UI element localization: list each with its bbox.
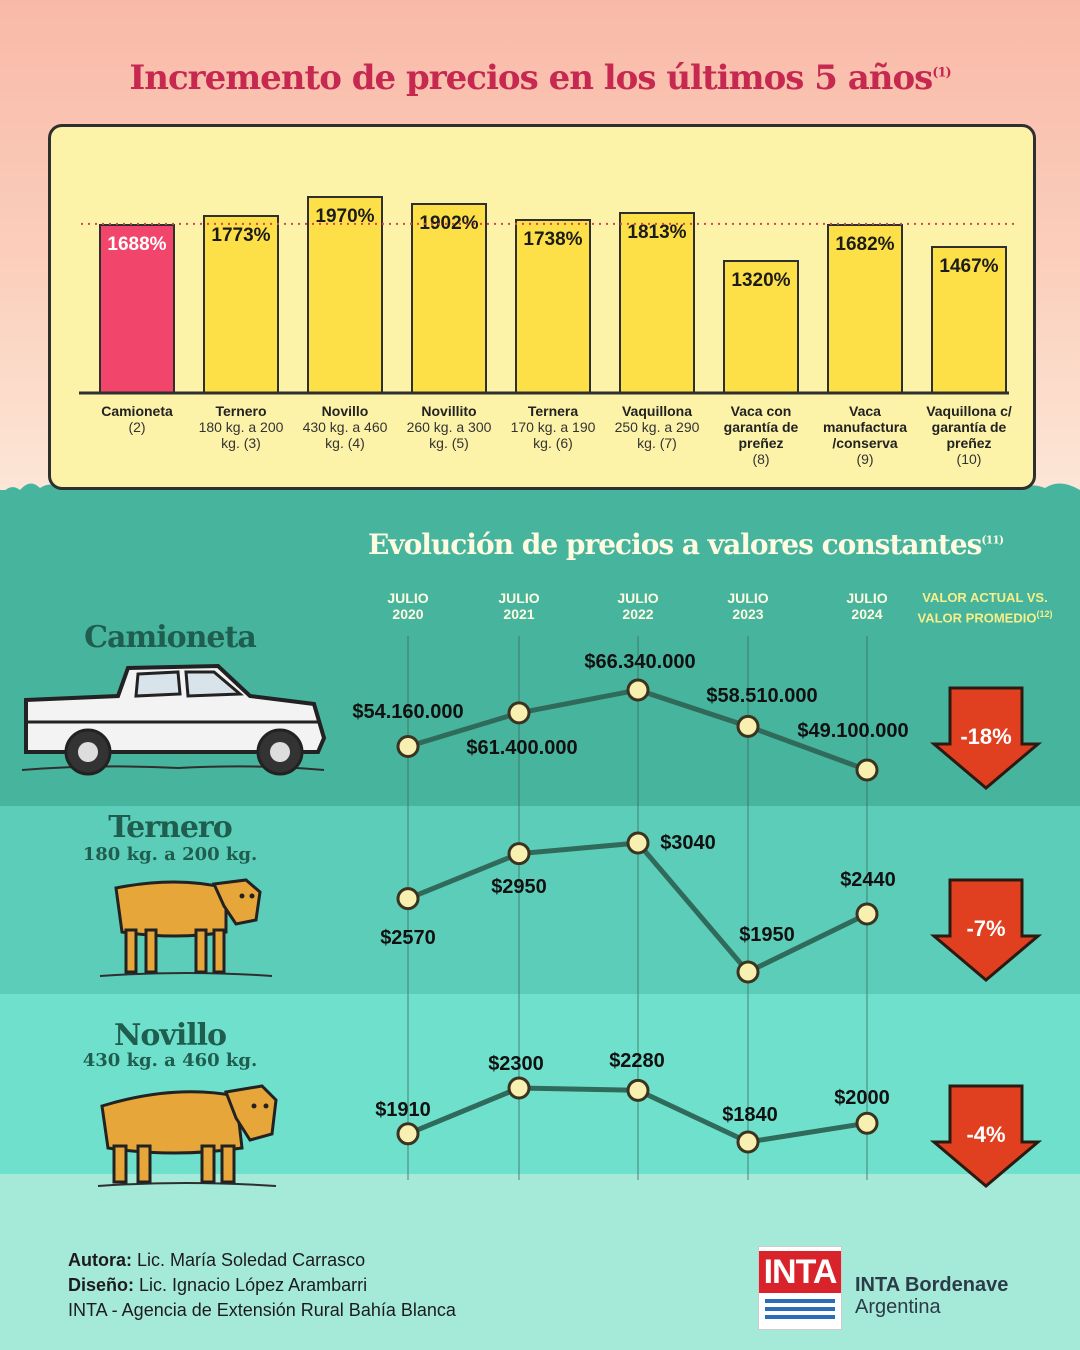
change-value: -18%: [960, 724, 1011, 749]
data-label: $1910: [375, 1099, 431, 1121]
data-label: $2950: [491, 876, 547, 898]
data-point: [396, 887, 420, 911]
series-name-ternero: Ternero: [108, 810, 233, 845]
change-value: -4%: [966, 1122, 1005, 1147]
bar-value-label: 1813%: [627, 221, 687, 243]
series-name-camioneta: Camioneta: [84, 620, 257, 655]
change-arrow: -18%: [929, 686, 1043, 790]
category-label: Vaquillona c/ garantía de preñez (10): [926, 403, 1012, 467]
data-label: $1840: [722, 1104, 778, 1126]
year-header: JULIO 2024: [846, 590, 888, 622]
data-label: $2000: [834, 1087, 890, 1109]
comparison-header: VALOR ACTUAL VS. VALOR PROMEDIO(12): [917, 590, 1053, 626]
bar-chart-panel: 1688% Camioneta (2) 1773% Ternero 180 kg. a 2…: [48, 124, 1036, 490]
data-point: [626, 831, 650, 855]
data-point: [736, 714, 760, 738]
line-chart-title: Evolución de precios a valores constante…: [368, 528, 1004, 561]
steer-illustration: [97, 1084, 278, 1187]
data-point: [507, 1076, 531, 1100]
category-label: Ternera 170 kg. a 190 kg. (6): [510, 403, 596, 451]
series-subtitle-novillo: 430 kg. a 460 kg.: [82, 1050, 258, 1071]
chart-title: Incremento de precios en los últimos 5 a…: [129, 58, 951, 98]
category-label: Novillo 430 kg. a 460 kg. (4): [302, 403, 388, 451]
category-label: Vaca con garantía de preñez (8): [723, 403, 799, 467]
bar-value-label: 1467%: [939, 255, 999, 277]
data-point: [396, 1122, 420, 1146]
data-label: $66.340.000: [584, 651, 695, 673]
bar-value-label: 1773%: [211, 225, 271, 247]
series-subtitle-ternero: 180 kg. a 200 kg.: [82, 844, 258, 865]
bar: 1682%: [827, 224, 903, 393]
data-point: [507, 701, 531, 725]
data-point: [736, 960, 760, 984]
change-arrow: -4%: [929, 1084, 1043, 1188]
bar: 1467%: [931, 245, 1007, 393]
author-line: Autora: Lic. María Soledad Carrasco: [68, 1250, 366, 1270]
bar-value-label: 1902%: [419, 212, 479, 234]
data-point: [855, 902, 879, 926]
year-header: JULIO 2023: [727, 590, 769, 622]
bar-chart-axes: [79, 222, 1016, 395]
bar: 1970%: [307, 195, 383, 393]
year-header: JULIO 2020: [387, 590, 429, 622]
data-point: [736, 1130, 760, 1154]
data-label: $49.100.000: [797, 720, 908, 742]
bar: 1773%: [203, 215, 279, 393]
data-label: $2300: [488, 1053, 544, 1075]
data-point: [855, 1111, 879, 1135]
data-label: $2280: [609, 1050, 665, 1072]
bar: 1902%: [411, 202, 487, 393]
bar-value-label: 1320%: [731, 270, 791, 292]
data-label: $61.400.000: [466, 737, 577, 759]
series-name-novillo: Novillo: [113, 1018, 227, 1053]
category-label: Camioneta (2): [101, 403, 173, 435]
data-label: $2570: [380, 927, 436, 949]
category-label: Novillito 260 kg. a 300 kg. (5): [406, 403, 492, 451]
change-arrow: -7%: [929, 878, 1043, 982]
agency-line: INTA - Agencia de Extensión Rural Bahía …: [68, 1300, 456, 1320]
design-line: Diseño: Lic. Ignacio López Arambarri: [68, 1275, 368, 1295]
bar-value-label: 1682%: [835, 234, 895, 256]
data-point: [507, 842, 531, 866]
data-point: [855, 758, 879, 782]
bar: 1320%: [723, 260, 799, 393]
data-label: $58.510.000: [706, 685, 817, 707]
org-name: INTA Bordenave: [855, 1274, 1009, 1296]
bar: 1738%: [515, 218, 591, 393]
credits: Autora: Lic. María Soledad Carrasco Dise…: [68, 1248, 456, 1323]
year-header: JULIO 2021: [498, 590, 540, 622]
data-point: [626, 1078, 650, 1102]
pickup-truck-illustration: [21, 663, 327, 776]
inta-logo: INTA: [758, 1246, 842, 1330]
data-label: $1950: [739, 924, 795, 946]
bar-value-label: 1738%: [523, 228, 583, 250]
change-value: -7%: [966, 916, 1005, 941]
data-point: [396, 735, 420, 759]
category-label: Ternero 180 kg. a 200 kg. (3): [198, 403, 284, 451]
bar-value-label: 1688%: [107, 233, 167, 255]
year-header: JULIO 2022: [617, 590, 659, 622]
data-point: [626, 678, 650, 702]
bar: 1813%: [619, 211, 695, 393]
org-country: Argentina: [855, 1296, 941, 1318]
category-label: Vaquillona 250 kg. a 290 kg. (7): [614, 403, 700, 451]
footer-background: [0, 1174, 1080, 1350]
calf-illustration: [99, 878, 273, 977]
data-label: $2440: [840, 869, 896, 891]
data-label: $54.160.000: [352, 701, 463, 723]
data-label: $3040: [660, 832, 716, 854]
bar-value-label: 1970%: [315, 205, 375, 227]
category-label: Vaca manufactura /conserva (9): [822, 403, 908, 467]
band-camioneta: [0, 490, 1080, 808]
